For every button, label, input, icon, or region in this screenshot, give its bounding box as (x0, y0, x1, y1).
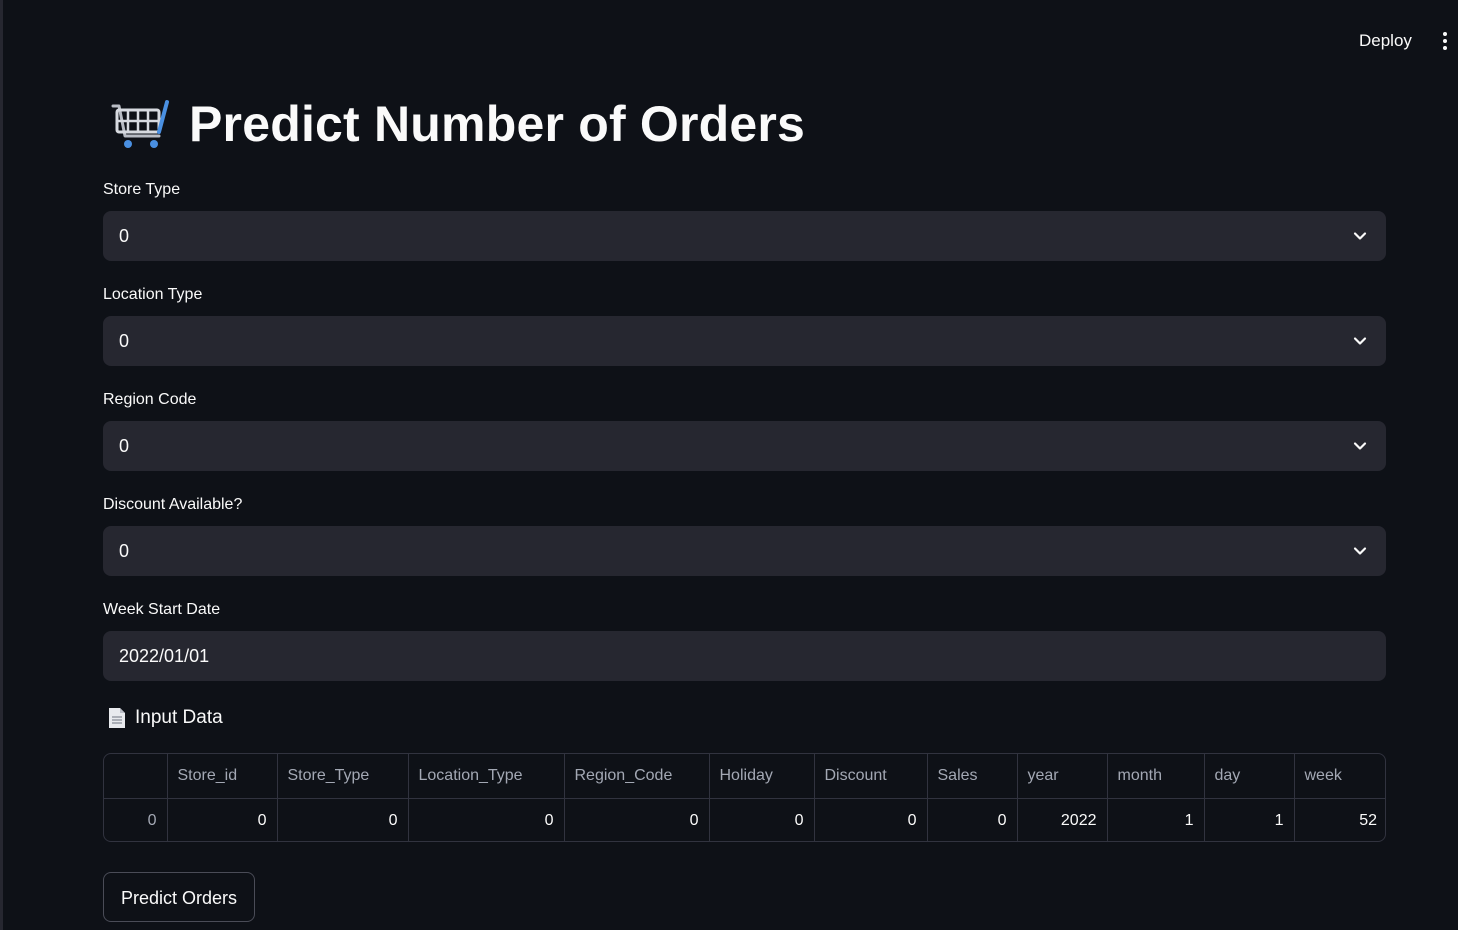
deploy-button[interactable]: Deploy (1359, 31, 1412, 50)
chevron-down-icon (1353, 442, 1367, 450)
section-title: Input Data (135, 707, 223, 728)
document-icon (109, 708, 125, 728)
location-type-select[interactable]: 0 (103, 316, 1386, 366)
week-start-date-input-wrap (103, 631, 1386, 681)
column-header[interactable] (104, 754, 168, 799)
discount-value: 0 (119, 541, 130, 561)
chevron-down-icon (1353, 232, 1367, 240)
app-header: Deploy (0, 0, 1458, 80)
row-index-cell[interactable]: 0 (104, 798, 168, 841)
table-header-row: Store_id Store_Type Location_Type Region… (104, 754, 1385, 799)
region-code-label: Region Code (103, 391, 197, 408)
store-type-label: Store Type (103, 181, 181, 198)
store-type-value: 0 (119, 226, 130, 246)
input-data-heading: Input Data (107, 704, 223, 732)
column-header[interactable]: Region_Code (564, 754, 710, 799)
table-row: 0 0 0 0 0 0 0 0 2022 1 1 52 (104, 798, 1385, 841)
table-cell[interactable]: 0 (927, 798, 1018, 841)
column-header[interactable]: Location_Type (408, 754, 565, 799)
sidebar-edge (0, 0, 3, 930)
column-header[interactable]: Sales (927, 754, 1018, 799)
region-code-value: 0 (119, 436, 130, 456)
column-header[interactable]: Store_id (167, 754, 278, 799)
table-cell[interactable]: 0 (408, 798, 565, 841)
column-header[interactable]: Holiday (709, 754, 815, 799)
table-cell[interactable]: 0 (814, 798, 928, 841)
column-header[interactable]: day (1204, 754, 1295, 799)
location-type-label: Location Type (103, 286, 203, 303)
table-cell[interactable]: 1 (1107, 798, 1205, 841)
week-start-date-input[interactable] (103, 631, 1386, 681)
shopping-cart-icon (111, 100, 169, 148)
table-cell[interactable]: 2022 (1017, 798, 1108, 841)
vertical-ellipsis-icon[interactable] (1436, 28, 1454, 54)
column-header[interactable]: Discount (814, 754, 928, 799)
column-header[interactable]: week (1294, 754, 1385, 799)
discount-label: Discount Available? (103, 496, 243, 513)
input-data-table[interactable]: Store_id Store_Type Location_Type Region… (103, 753, 1386, 842)
column-header[interactable]: month (1107, 754, 1205, 799)
page-title: Predict Number of Orders (189, 96, 806, 152)
page-header: Predict Number of Orders (111, 92, 805, 156)
predict-orders-button[interactable]: Predict Orders (103, 872, 255, 922)
chevron-down-icon (1353, 547, 1367, 555)
table-cell[interactable]: 0 (277, 798, 409, 841)
location-type-value: 0 (119, 331, 130, 351)
table-cell[interactable]: 0 (564, 798, 710, 841)
table-cell[interactable]: 0 (167, 798, 278, 841)
chevron-down-icon (1353, 337, 1367, 345)
column-header[interactable]: year (1017, 754, 1108, 799)
store-type-select[interactable]: 0 (103, 211, 1386, 261)
data-table: Store_id Store_Type Location_Type Region… (104, 754, 1385, 841)
table-cell[interactable]: 0 (709, 798, 815, 841)
table-cell[interactable]: 1 (1204, 798, 1295, 841)
column-header[interactable]: Store_Type (277, 754, 409, 799)
table-cell[interactable]: 52 (1359, 811, 1377, 829)
discount-select[interactable]: 0 (103, 526, 1386, 576)
region-code-select[interactable]: 0 (103, 421, 1386, 471)
week-start-label: Week Start Date (103, 601, 221, 618)
